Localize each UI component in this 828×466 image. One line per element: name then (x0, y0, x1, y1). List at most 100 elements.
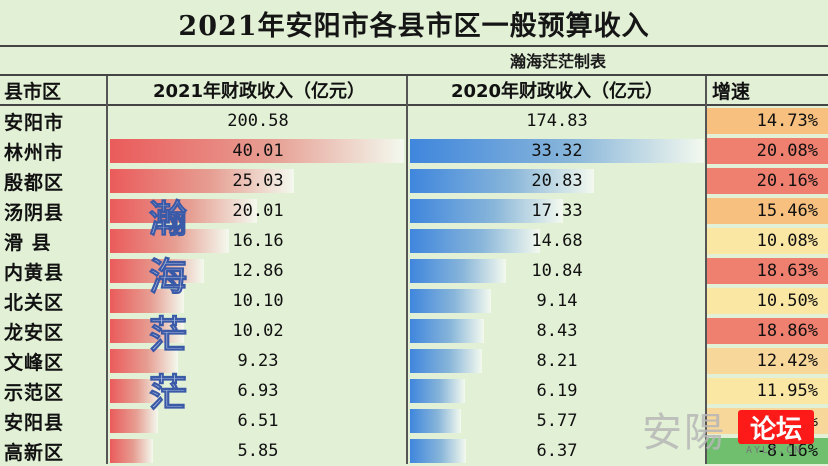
header-growth: 增速 (712, 80, 751, 103)
header-region: 县市区 (4, 80, 62, 103)
bar-2021 (110, 319, 184, 343)
subtitle-divider (0, 74, 828, 76)
growth-rate: 18.63% (756, 261, 818, 281)
growth-rate: 20.08% (756, 141, 818, 161)
value-2020: 6.37 (536, 441, 578, 461)
column-divider (705, 76, 707, 464)
bar-2020 (410, 199, 563, 223)
bar-2020 (410, 169, 594, 193)
growth-cell-bg (707, 108, 828, 134)
value-2021: 10.10 (232, 291, 284, 311)
table-subtitle: 瀚海茫茫制表 (509, 52, 606, 71)
bar-2020 (410, 379, 465, 403)
bar-2021 (110, 289, 184, 313)
region-name: 龙安区 (4, 321, 65, 344)
bar-2020 (410, 349, 482, 373)
value-2021: 20.01 (232, 201, 284, 221)
bar-2020 (410, 409, 461, 433)
growth-cell-bg (707, 198, 828, 224)
growth-rate: 14.73% (756, 111, 818, 131)
bar-2020 (410, 259, 506, 283)
value-2021: 25.03 (232, 171, 284, 191)
bar-2021 (110, 199, 257, 223)
growth-cell-bg (707, 318, 828, 344)
column-divider (406, 76, 408, 464)
growth-rate: 10.50% (756, 291, 818, 311)
value-2021: 6.51 (237, 411, 279, 431)
forum-logo: 安陽 论坛 AYLT.CN (640, 398, 828, 462)
header-2020: 2020年财政收入（亿元） (450, 81, 664, 102)
growth-rate: 15.46% (756, 201, 818, 221)
value-2021: 10.02 (232, 321, 284, 341)
value-2020: 14.68 (531, 231, 583, 251)
bar-2020 (410, 139, 704, 163)
title-divider (0, 45, 828, 47)
table-row: 殷都区 25.03 20.83 20.16% (0, 166, 828, 196)
bar-2020 (410, 229, 540, 253)
bar-2021 (110, 259, 204, 283)
value-2020: 17.33 (531, 201, 583, 221)
bar-2021 (110, 349, 178, 373)
bar-2021 (110, 379, 161, 403)
bar-2020 (410, 439, 466, 463)
watermark-text: 瀚海茫茫 (138, 190, 198, 422)
value-2021: 9.23 (237, 351, 279, 371)
table-row: 龙安区 10.02 8.43 18.86% (0, 316, 828, 346)
table-row: 汤阴县 20.01 17.33 15.46% (0, 196, 828, 226)
column-divider (106, 76, 108, 464)
bar-2021 (110, 139, 404, 163)
value-2020: 9.14 (536, 291, 578, 311)
logo-badge: 论坛 (738, 410, 814, 445)
bar-2021 (110, 409, 158, 433)
table-row: 安阳市 200.58 174.83 14.73% (0, 106, 828, 136)
growth-cell-bg (707, 228, 828, 254)
value-2021: 16.16 (232, 231, 284, 251)
watermark-char: 瀚海茫茫 (148, 196, 187, 416)
bar-2020 (410, 289, 491, 313)
growth-rate: -8.16% (756, 441, 818, 461)
region-name: 内黄县 (4, 261, 65, 284)
table-row: 林州市 40.01 33.32 20.08% (0, 136, 828, 166)
header-2021: 2021年财政收入（亿元） (152, 81, 366, 102)
growth-cell-bg (707, 348, 828, 374)
header-divider (0, 104, 828, 106)
region-name: 汤阴县 (4, 201, 65, 224)
region-name: 殷都区 (4, 171, 65, 194)
table-row: 北关区 10.10 9.14 10.50% (0, 286, 828, 316)
value-2021: 6.93 (237, 381, 279, 401)
region-name: 滑 县 (4, 231, 52, 254)
bar-2021 (110, 169, 294, 193)
value-2020: 5.77 (536, 411, 578, 431)
value-2021: 40.01 (232, 141, 284, 161)
growth-cell-bg (707, 258, 828, 284)
value-2020: 8.43 (536, 321, 578, 341)
growth-rate: 18.86% (756, 321, 818, 341)
value-2020: 8.21 (536, 351, 578, 371)
region-name: 林州市 (4, 141, 65, 164)
value-2021: 5.85 (237, 441, 279, 461)
value-2020: 10.84 (531, 261, 583, 281)
bar-2020 (410, 319, 484, 343)
growth-cell-bg (707, 288, 828, 314)
region-name: 文峰区 (4, 351, 65, 374)
value-2020: 6.19 (536, 381, 578, 401)
growth-cell-bg (707, 168, 828, 194)
table-title: 2021年安阳市各县市区一般预算收入 (178, 10, 650, 42)
growth-rate: 11.95% (756, 381, 818, 401)
growth-cell-bg (707, 138, 828, 164)
table-row: 滑 县 16.16 14.68 10.08% (0, 226, 828, 256)
region-name: 北关区 (4, 291, 65, 314)
growth-rate: 10.08% (756, 231, 818, 251)
bar-2021 (110, 229, 229, 253)
bar-2021 (110, 439, 153, 463)
table-row: 内黄县 12.86 10.84 18.63% (0, 256, 828, 286)
growth-rate: 12.42% (756, 351, 818, 371)
region-name: 高新区 (4, 441, 65, 464)
value-2020: 174.83 (526, 111, 588, 131)
region-name: 示范区 (4, 381, 65, 404)
region-name: 安阳县 (4, 411, 65, 434)
table-row: 示范区 6.93 6.19 11.95% (0, 376, 828, 406)
value-2021: 12.86 (232, 261, 284, 281)
value-2020: 20.83 (531, 171, 583, 191)
